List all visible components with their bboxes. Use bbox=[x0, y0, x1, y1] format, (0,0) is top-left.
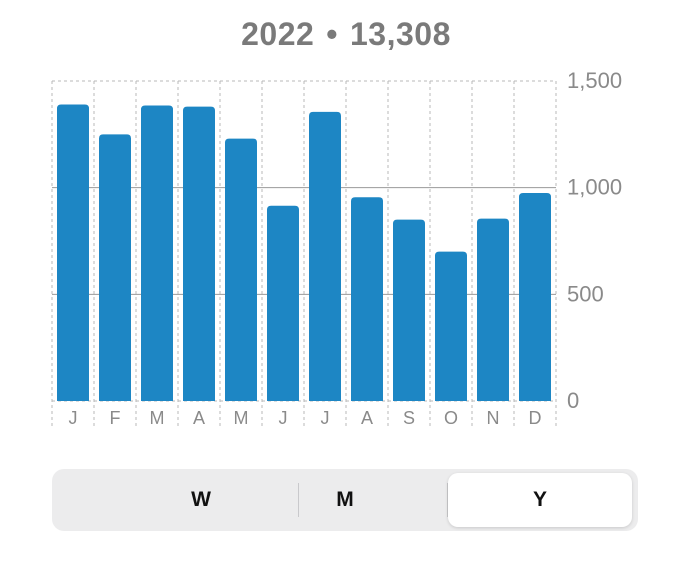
y-tick-label: 0 bbox=[567, 388, 579, 413]
x-tick-label: S bbox=[403, 408, 415, 428]
bar bbox=[267, 205, 299, 401]
bar bbox=[477, 218, 509, 401]
y-tick-label: 1,000 bbox=[567, 175, 622, 200]
x-tick-label: D bbox=[529, 408, 542, 428]
x-tick-label: J bbox=[69, 408, 78, 428]
bar bbox=[393, 219, 425, 401]
x-tick-label: M bbox=[234, 408, 249, 428]
x-tick-label: A bbox=[193, 408, 205, 428]
bar bbox=[141, 105, 173, 402]
x-tick-label: J bbox=[279, 408, 288, 428]
x-tick-label: A bbox=[361, 408, 373, 428]
total-value: 13,308 bbox=[350, 16, 451, 52]
bar-chart: 0 500 1,000 1,500 J F M A M J J A S O N D bbox=[51, 68, 622, 428]
year-label: 2022 bbox=[241, 16, 315, 52]
bar bbox=[57, 104, 89, 401]
bar bbox=[309, 111, 341, 401]
bar bbox=[225, 138, 257, 401]
range-separator bbox=[447, 483, 448, 517]
bar bbox=[99, 134, 131, 401]
x-tick-label: M bbox=[150, 408, 165, 428]
range-separator bbox=[298, 483, 299, 517]
x-tick-label: O bbox=[444, 408, 458, 428]
title-separator: • bbox=[326, 16, 338, 52]
bar bbox=[519, 193, 551, 401]
chart-title: 2022 • 13,308 bbox=[0, 16, 692, 53]
x-tick-label: F bbox=[110, 408, 121, 428]
range-option-month[interactable]: M bbox=[336, 488, 354, 511]
range-option-year[interactable]: Y bbox=[448, 473, 632, 527]
y-tick-label: 500 bbox=[567, 281, 604, 306]
bar bbox=[183, 106, 215, 401]
x-tick-label: N bbox=[487, 408, 500, 428]
y-tick-label: 1,500 bbox=[567, 68, 622, 93]
x-tick-label: J bbox=[321, 408, 330, 428]
bar bbox=[351, 197, 383, 401]
range-option-week[interactable]: W bbox=[191, 488, 211, 511]
range-selector: W M Y bbox=[52, 469, 638, 531]
bar bbox=[435, 251, 467, 401]
